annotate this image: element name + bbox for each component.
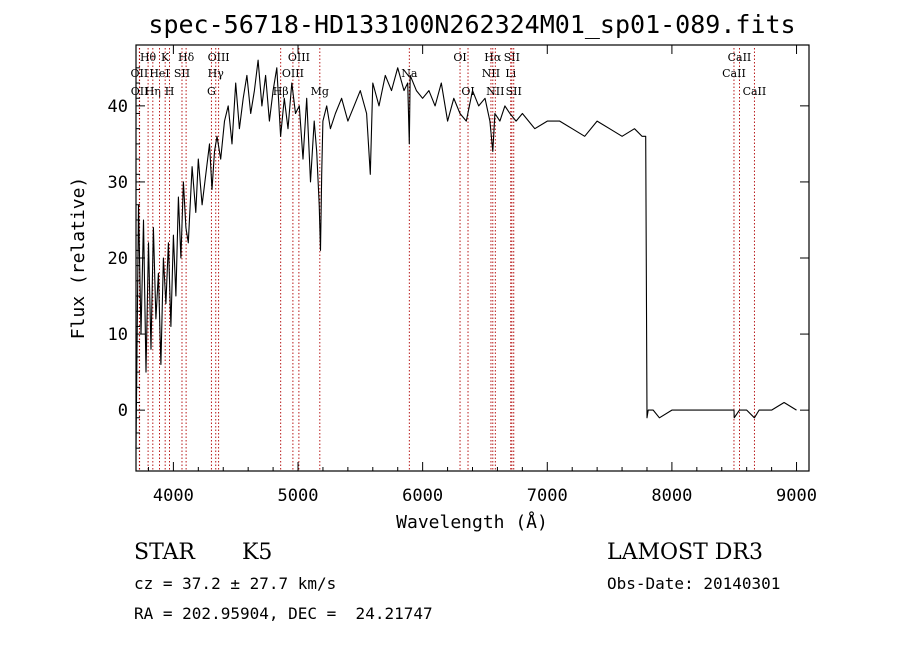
y-tick-label-0: 0	[118, 401, 128, 421]
line-label-6: SII	[174, 67, 190, 80]
x-tick-label-1: 5000	[278, 486, 319, 506]
redshift-readout: cz = 37.2 ± 27.7 km/s	[134, 574, 337, 593]
y-tick-label-3: 30	[108, 173, 128, 193]
line-label-25: CaII	[728, 51, 752, 64]
x-tick-label-3: 7000	[527, 486, 568, 506]
line-label-12: OIII	[288, 51, 310, 64]
axes: 4000 5000 6000 7000 8000 9000 0 10 20 30 40	[108, 45, 817, 506]
line-label-15: Mg	[311, 85, 329, 98]
line-label-2: OII	[131, 85, 149, 98]
x-tick-label-2: 6000	[402, 486, 443, 506]
line-label-5: K	[161, 51, 170, 64]
y-tick-label-1: 10	[108, 325, 128, 345]
line-label-0: Hθ	[140, 51, 157, 64]
spectrum-series	[135, 59, 797, 449]
line-label-13: OIII	[282, 67, 304, 80]
line-label-27: CaII	[743, 85, 767, 98]
x-tick-label-0: 4000	[153, 486, 194, 506]
spectrum-line	[135, 59, 797, 449]
line-label-22: SII	[504, 51, 520, 64]
line-label-19: Hα	[484, 51, 502, 64]
y-tick-label-2: 20	[108, 249, 128, 269]
x-axis-label: Wavelength (Å)	[396, 511, 548, 533]
line-label-9: OIII	[208, 51, 230, 64]
coordinates: RA = 202.95904, DEC = 24.21747	[134, 604, 433, 623]
survey-name: LAMOST DR3	[607, 540, 763, 565]
line-label-21: NII	[486, 85, 504, 98]
y-tick-label-4: 40	[108, 97, 128, 117]
chart-title: spec-56718-HD133100N262324M01_sp01-089.f…	[148, 10, 795, 39]
line-label-4: HeI	[149, 67, 169, 80]
x-tick-label-5: 9000	[776, 486, 817, 506]
plot-frame	[135, 44, 810, 472]
line-label-8: Hδ	[178, 51, 195, 64]
object-subclass: K5	[242, 540, 273, 565]
object-class: STAR	[134, 540, 195, 565]
line-label-26: CaII	[722, 67, 746, 80]
y-axis-label: Flux (relative)	[68, 177, 89, 340]
line-label-14: Hβ	[273, 85, 289, 98]
x-tick-label-4: 8000	[651, 486, 692, 506]
line-label-20: NII	[482, 67, 500, 80]
line-label-16: Na	[401, 67, 418, 80]
line-label-17: OI	[453, 51, 466, 64]
line-label-24: SII	[506, 85, 522, 98]
line-label-3: Hη	[145, 85, 161, 98]
line-label-7: H	[165, 85, 175, 98]
line-label-10: Hγ	[208, 67, 225, 80]
line-label-11: G	[207, 85, 216, 98]
line-label-23: Li	[505, 67, 516, 80]
obs-date: Obs-Date: 20140301	[607, 574, 781, 593]
